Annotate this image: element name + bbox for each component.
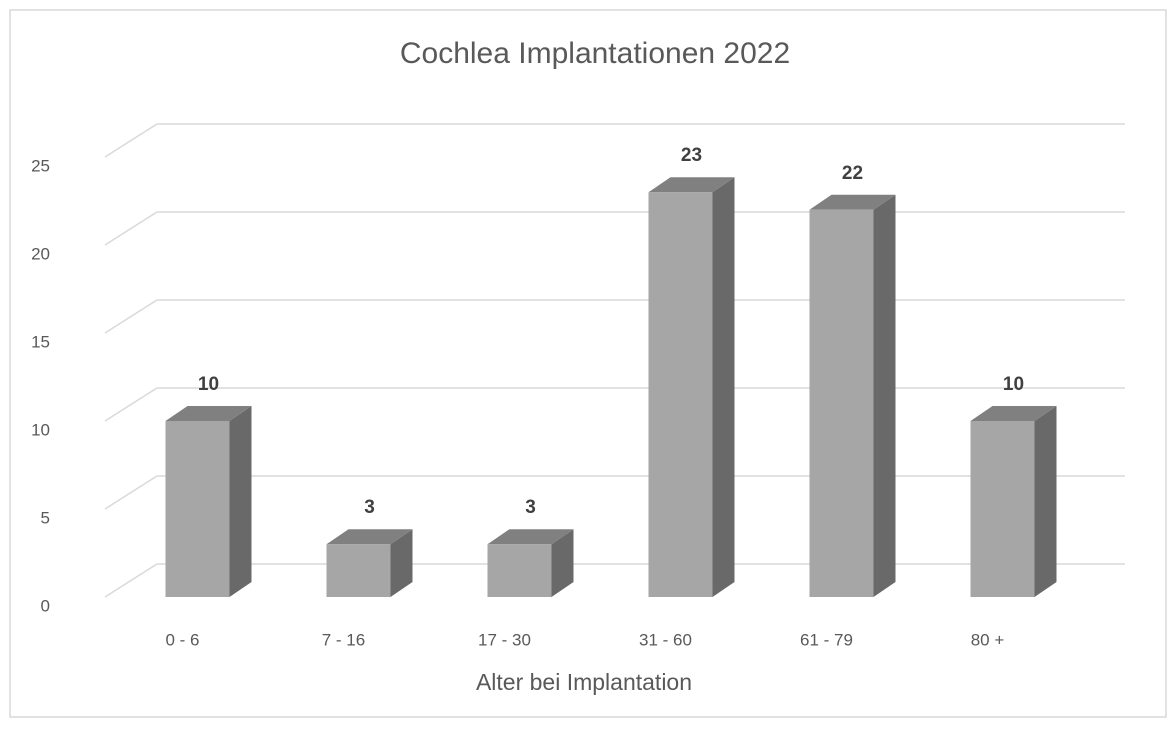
grid-line	[104, 211, 1125, 246]
bar-side	[873, 194, 896, 598]
y-tick-label: 10	[31, 420, 50, 439]
grid-line	[104, 387, 1125, 422]
y-tick-label: 5	[41, 508, 50, 527]
bar	[487, 544, 552, 597]
chart-title: Cochlea Implantationen 2022	[400, 37, 790, 70]
value-label: 22	[842, 163, 863, 184]
value-label: 10	[198, 374, 219, 395]
bar-top	[809, 194, 896, 210]
x-tick-label: 31 - 60	[639, 630, 692, 649]
x-tick-label: 17 - 30	[478, 630, 531, 649]
bar	[809, 209, 874, 598]
bar-side	[1034, 406, 1057, 597]
x-tick-label: 7 - 16	[322, 630, 365, 649]
bar	[648, 192, 713, 597]
bar	[970, 421, 1035, 597]
grid-line	[104, 123, 1125, 158]
chart-frame	[9, 9, 1167, 718]
grid-line	[104, 299, 1125, 334]
value-label: 23	[681, 145, 702, 166]
bar-side	[390, 529, 413, 597]
value-label: 3	[364, 497, 375, 518]
bar-side	[229, 406, 252, 597]
x-tick-label: 80 +	[971, 630, 1005, 649]
bar-top	[487, 529, 574, 545]
bar-side	[551, 529, 574, 597]
bar-side	[712, 177, 735, 597]
x-tick-label: 61 - 79	[800, 630, 853, 649]
grid-line	[104, 475, 1125, 510]
x-tick-label: 0 - 6	[165, 630, 199, 649]
bar-top	[970, 406, 1057, 421]
bar-top	[326, 529, 413, 545]
value-label: 10	[1003, 374, 1024, 395]
bar	[326, 544, 391, 597]
bar-top	[165, 406, 252, 421]
x-axis-title: Alter bei Implantation	[476, 669, 692, 695]
value-label: 3	[525, 497, 536, 518]
y-tick-label: 15	[31, 332, 50, 351]
y-tick-label: 25	[31, 156, 50, 175]
bar-top	[648, 177, 735, 193]
y-tick-label: 0	[41, 596, 50, 615]
y-tick-label: 20	[31, 244, 50, 263]
bar	[165, 421, 230, 597]
grid-line	[104, 563, 1125, 598]
